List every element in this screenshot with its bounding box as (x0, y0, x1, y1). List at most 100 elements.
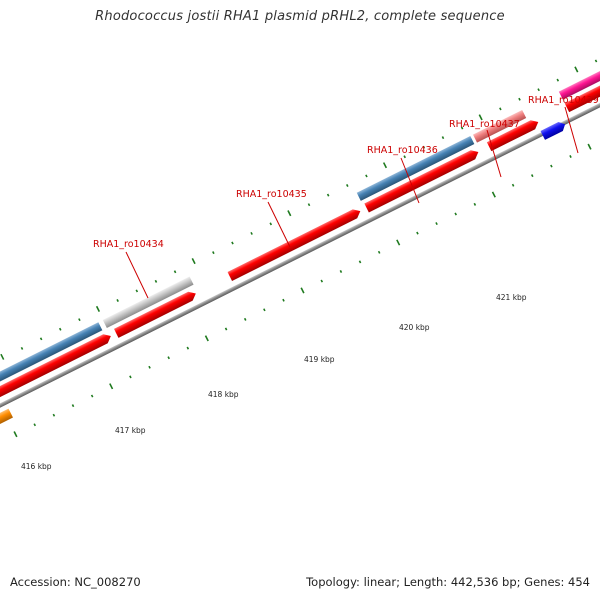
gene-label-leader-3 (400, 157, 420, 204)
scale-label-418: 418 kbp (208, 390, 239, 399)
lower-tick (109, 383, 114, 390)
upper-tick (269, 222, 273, 226)
upper-tick (365, 174, 368, 178)
upper-tick (537, 88, 540, 92)
upper-tick (0, 353, 5, 360)
gene-bar-magenta[interactable] (558, 55, 600, 100)
lower-tick (148, 365, 151, 369)
lower-tick (167, 356, 170, 360)
scale-label-419: 419 kbp (304, 355, 335, 364)
lower-tick (243, 317, 247, 321)
upper-tick (499, 107, 502, 111)
upper-tick (231, 241, 234, 245)
gene-bar-gray[interactable] (102, 276, 194, 329)
lower-tick (13, 431, 18, 438)
small-feature-darkblue[interactable] (540, 120, 568, 140)
cds-arrow-1[interactable] (0, 332, 113, 417)
lower-tick (396, 239, 401, 246)
upper-tick (441, 136, 445, 140)
lower-tick (224, 327, 228, 331)
upper-tick (250, 231, 253, 235)
gene-label-leader-5 (564, 106, 579, 154)
upper-tick (20, 346, 24, 350)
upper-tick (574, 66, 579, 73)
lower-tick (358, 260, 362, 264)
upper-tick-row (0, 59, 598, 360)
lower-tick (186, 346, 190, 350)
scale-label-417: 417 kbp (115, 426, 146, 435)
genome-stats-text: Topology: linear; Length: 442,536 bp; Ge… (306, 575, 590, 589)
gene-bar-pink[interactable] (472, 109, 527, 143)
lower-tick (71, 404, 75, 408)
lower-tick (550, 164, 553, 168)
lower-tick (416, 231, 419, 235)
gene-label-ro10439[interactable]: RHA1_ro10439 (528, 95, 599, 106)
gene-label-ro10434[interactable]: RHA1_ro10434 (93, 239, 164, 250)
upper-tick (326, 193, 330, 197)
lower-tick (339, 270, 343, 273)
cds-arrow-2[interactable] (113, 289, 198, 338)
lower-tick (587, 143, 592, 150)
gene-label-ro10436[interactable]: RHA1_ro10436 (367, 145, 438, 156)
upper-tick (173, 270, 177, 274)
scale-label-420: 420 kbp (399, 323, 430, 332)
lower-tick (454, 212, 457, 216)
lower-tick (530, 174, 534, 178)
lower-tick-row (13, 143, 592, 438)
lower-tick (473, 202, 477, 206)
upper-tick (212, 251, 215, 255)
upper-tick (116, 299, 119, 302)
upper-tick (135, 289, 139, 293)
small-feature-orange[interactable] (0, 408, 13, 427)
upper-tick (422, 145, 426, 149)
cds-arrow-4[interactable] (364, 148, 480, 213)
sequence-backbone (0, 81, 600, 426)
upper-tick (154, 279, 158, 283)
gene-label-leader-1 (125, 251, 149, 299)
lower-tick (569, 155, 572, 158)
upper-tick (460, 126, 464, 130)
upper-tick (382, 162, 388, 169)
lower-tick (320, 279, 324, 283)
upper-tick (95, 305, 101, 313)
cds-arrow-6[interactable] (564, 67, 600, 113)
cds-arrow-3[interactable] (227, 207, 363, 281)
scale-label-421: 421 kbp (496, 293, 527, 302)
gene-label-leader-4 (486, 129, 502, 178)
upper-tick (191, 258, 196, 265)
lower-tick (90, 394, 94, 398)
gene-label-ro10435[interactable]: RHA1_ro10435 (236, 189, 307, 200)
upper-tick (518, 97, 521, 101)
upper-tick (403, 155, 406, 159)
gene-label-leader-2 (267, 201, 291, 248)
lower-tick (52, 413, 56, 417)
gene-bar-blue-2[interactable] (356, 135, 475, 201)
lower-tick (435, 222, 438, 226)
upper-tick (58, 327, 62, 331)
lower-tick (263, 308, 266, 312)
lower-tick (511, 183, 515, 187)
lower-tick (33, 423, 37, 427)
upper-tick (78, 318, 81, 322)
gene-label-ro10437[interactable]: RHA1_ro10437 (449, 119, 520, 130)
lower-tick (377, 250, 381, 254)
lower-tick (300, 287, 305, 294)
upper-tick (556, 78, 560, 82)
cds-arrow-5[interactable] (486, 118, 541, 152)
upper-tick (346, 184, 349, 187)
upper-tick (307, 203, 311, 207)
scale-labels: 416 kbp 417 kbp 418 kbp 419 kbp 420 kbp … (21, 293, 527, 471)
scale-label-416: 416 kbp (21, 462, 52, 471)
map-title: Rhodococcus jostii RHA1 plasmid pRHL2, c… (95, 9, 505, 24)
lower-tick (204, 335, 209, 342)
upper-tick (39, 337, 43, 341)
lower-tick (282, 298, 285, 302)
accession-text: Accession: NC_008270 (10, 575, 141, 589)
gene-bar-blue-1[interactable] (0, 322, 103, 405)
upper-tick (594, 59, 598, 63)
gene-labels: RHA1_ro10434 RHA1_ro10435 RHA1_ro10436 R… (93, 95, 599, 299)
upper-tick (287, 210, 292, 217)
upper-tick (478, 114, 483, 121)
lower-tick (129, 375, 132, 379)
